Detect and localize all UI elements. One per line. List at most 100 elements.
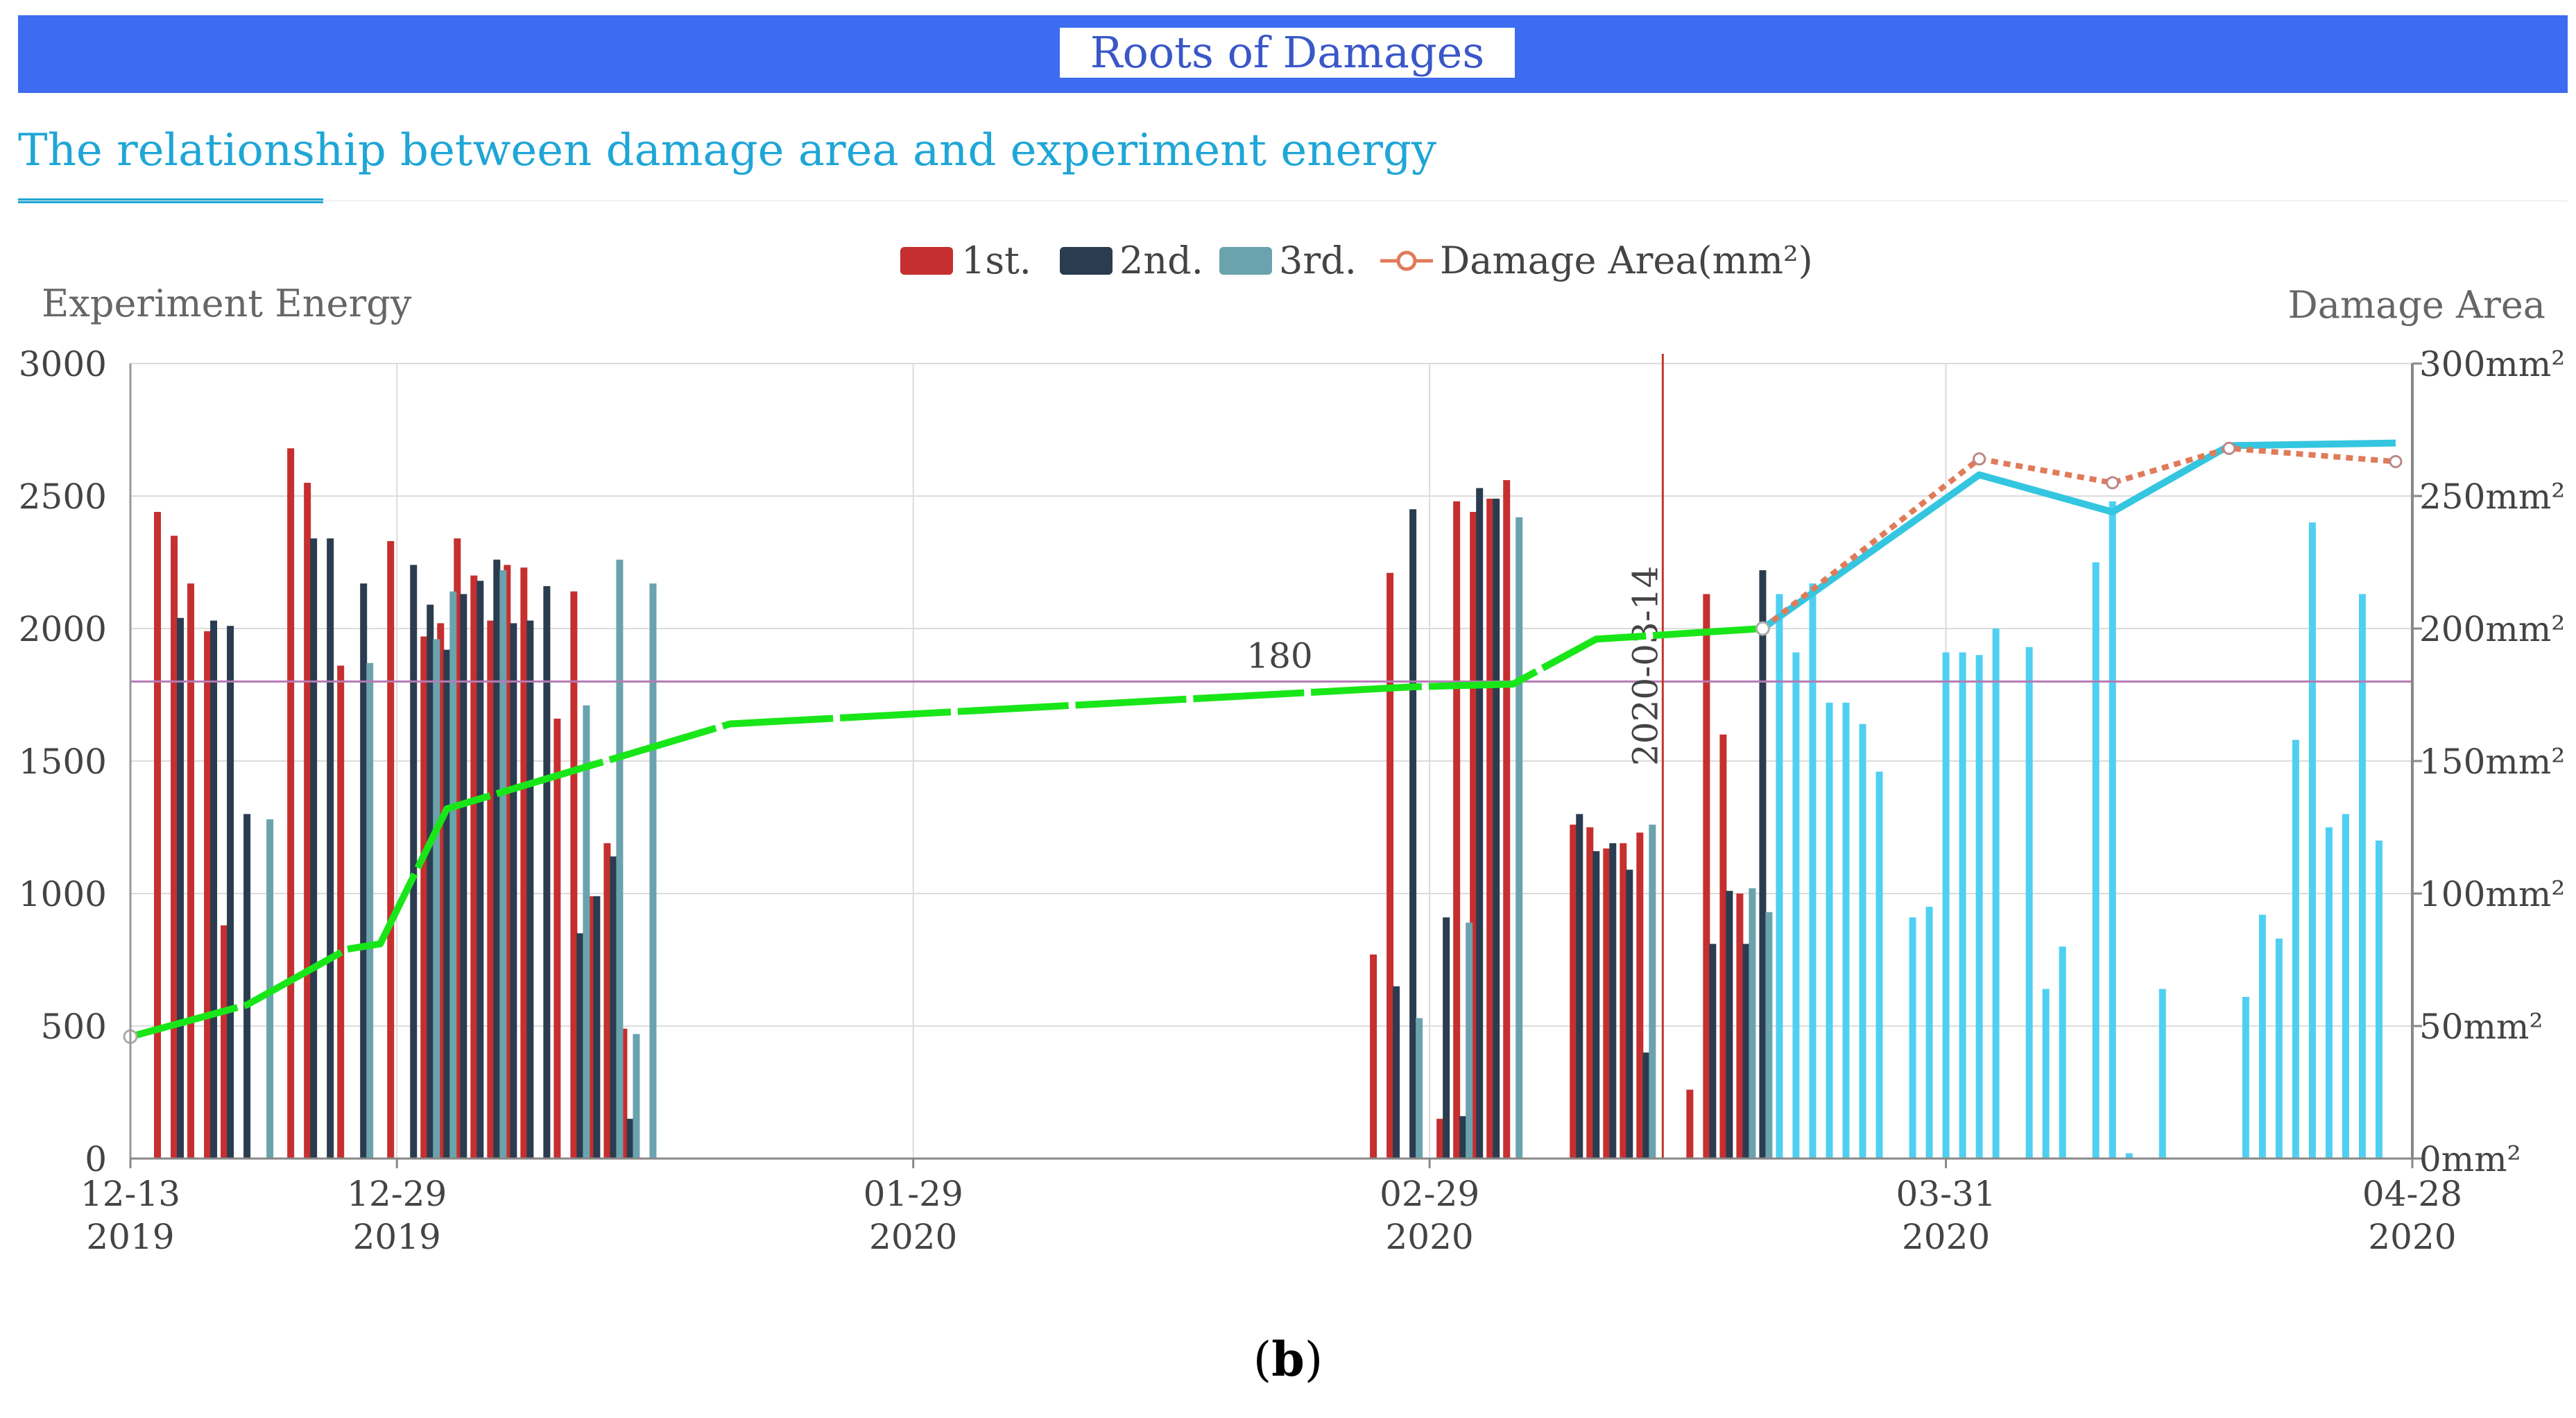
bar-series2 [510,623,517,1159]
bar-series4 [2125,1153,2133,1159]
bar-series3 [1765,912,1773,1159]
bar-series4 [1992,629,2000,1159]
bar-series4 [2242,996,2249,1159]
x-tick-label: 12-29 [347,1174,447,1214]
bar-series2 [1409,509,1417,1159]
y-right-tick: 0mm² [2419,1139,2521,1179]
x-tick-year: 2020 [2368,1217,2456,1257]
bar-series2 [177,617,184,1159]
legend: 1st. 2nd. 3rd. Damage Area(mm²) [900,239,1813,282]
y-left-tick: 0 [85,1139,107,1179]
bar-series4 [1792,652,1800,1159]
bar-series3 [433,639,440,1159]
y-left-tick: 1000 [19,874,107,914]
bar-series3 [499,570,507,1159]
bar-series4 [2308,522,2316,1159]
bar-series3 [1749,888,1756,1159]
bar-series4 [2059,946,2066,1159]
bar-series4 [1925,907,1933,1159]
legend-marker-damage [1396,250,1417,271]
y-left-tick: 2500 [19,477,107,517]
bar-series4 [1809,583,1817,1159]
bar-series4 [2275,938,2283,1159]
bar-series2 [626,1118,634,1159]
bar-series2 [1576,814,1583,1159]
bar-series1 [1503,480,1511,1159]
y-right-tick: 100mm² [2419,874,2565,914]
bar-series3 [1466,923,1473,1159]
bar-series3 [1515,517,1523,1159]
legend-swatch-second [1060,247,1113,275]
x-tick-label: 03-31 [1896,1174,1996,1214]
bar-series4 [1875,771,1883,1159]
bar-series1 [1453,501,1461,1159]
y-right-tick: 50mm² [2419,1007,2543,1047]
bar-series3 [449,591,457,1159]
bar-series1 [1603,848,1611,1159]
figure-caption: (b) [1253,1332,1323,1387]
damage-area-point [2106,476,2120,490]
legend-label-damage: Damage Area(mm²) [1440,239,1813,282]
x-tick-year: 2019 [353,1217,441,1257]
bar-series1 [1636,832,1644,1159]
bar-series1 [1719,734,1727,1159]
bar-series3 [1416,1018,1423,1159]
bar-series1 [1570,824,1577,1159]
bar-series4 [2325,827,2333,1159]
bar-series1 [504,565,511,1159]
bar-series2 [1592,851,1600,1159]
bar-series2 [243,814,251,1159]
bar-series3 [366,663,374,1159]
bar-series2 [410,565,418,1159]
bar-series1 [1386,572,1394,1159]
fit-end-point [1755,621,1770,636]
bar-series3 [616,559,624,1159]
bar-series2 [210,620,218,1159]
bar-series2 [476,581,484,1159]
bar-series4 [1826,702,1833,1159]
bar-series2 [493,559,501,1159]
bar-series2 [1443,917,1450,1159]
y-right-tick: 150mm² [2419,742,2565,782]
damage-area-point [2389,454,2403,468]
bar-series2 [227,626,234,1159]
title-banner: Roots of Damages [18,15,2568,93]
bar-series1 [587,896,594,1159]
bar-series1 [1686,1089,1694,1159]
x-tick-label: 12-13 [80,1174,180,1214]
bar-series2 [1709,943,1717,1159]
bar-series1 [454,538,461,1159]
bar-series4 [1776,594,1783,1159]
bar-series1 [470,575,478,1159]
y-right-tick: 300mm² [2419,344,2565,384]
bar-series4 [2092,562,2100,1159]
bar-series1 [1370,954,1377,1159]
y-left-tick: 3000 [19,344,107,384]
bar-series2 [1626,869,1633,1159]
bar-series4 [2375,840,2382,1159]
bar-series1 [1486,498,1494,1159]
bar-series3 [633,1034,640,1159]
legend-label-third: 3rd. [1279,239,1357,282]
y-right-tick: 250mm² [2419,477,2565,517]
bar-series2 [427,604,434,1159]
bar-series1 [1586,827,1594,1159]
bar-series4 [1975,655,1983,1159]
bar-series4 [1859,724,1866,1159]
bar-series2 [1742,943,1750,1159]
bars [154,448,2382,1159]
x-tick-year: 2020 [1386,1217,1474,1257]
bar-series4 [1959,652,1966,1159]
damage-fit-line [129,625,1763,1041]
bar-series1 [304,482,311,1159]
bar-series2 [593,896,601,1159]
bar-series2 [443,649,451,1159]
threshold-label: 180 [1246,635,1312,676]
damage-forecast-line [1760,439,2396,632]
bar-series4 [2042,989,2050,1159]
bar-series1 [553,718,561,1159]
caption-letter: b [1271,1332,1305,1387]
lines: 180 2020-03-14 [123,354,2412,1159]
bar-series1 [1470,511,1477,1159]
bar-series1 [187,583,195,1159]
